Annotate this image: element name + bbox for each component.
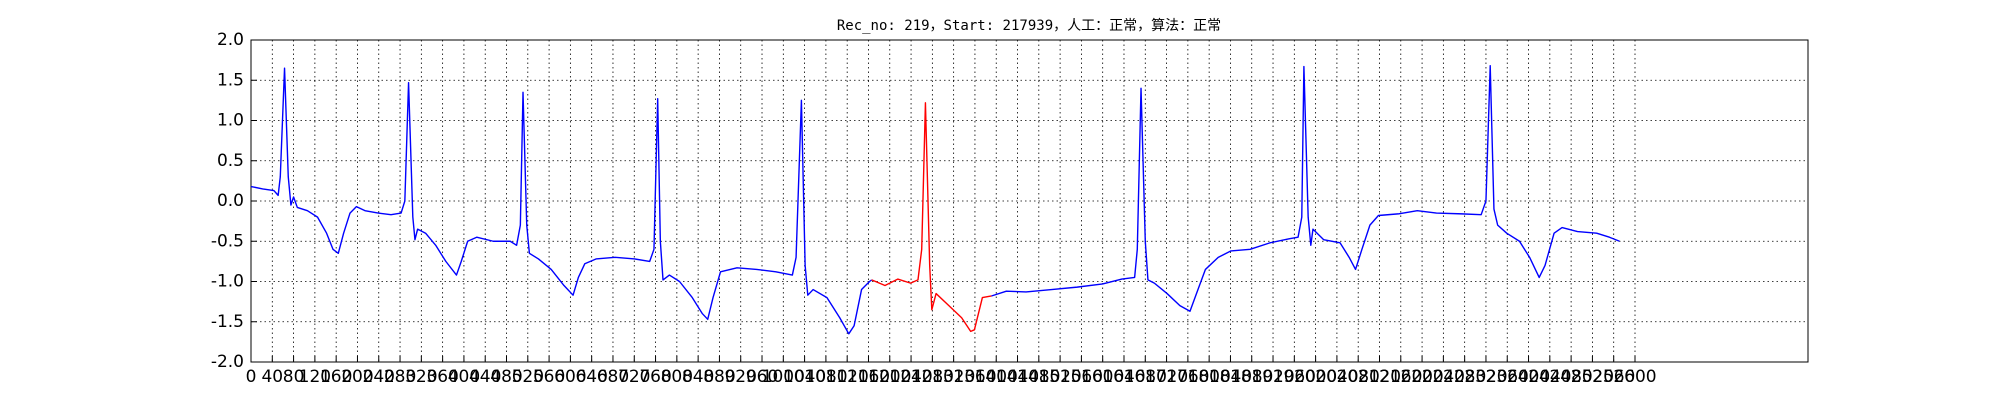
- x-tick-label: 1880: [1230, 367, 1273, 387]
- x-tick-label: 2560: [1592, 367, 1635, 387]
- x-tick-label: 520: [512, 367, 544, 387]
- x-tick-label: 360: [426, 367, 458, 387]
- x-tick-label: 40: [261, 367, 283, 387]
- x-tick-label: 280: [384, 367, 416, 387]
- x-tick-label: 400: [448, 367, 480, 387]
- x-tick-label: 2240: [1422, 367, 1465, 387]
- y-tick-label: -0.5: [211, 231, 244, 251]
- x-tick-label: 1760: [1166, 367, 1209, 387]
- x-tick-label: 720: [618, 367, 650, 387]
- plot-frame: [250, 39, 1809, 363]
- x-tick-label: 1360: [953, 367, 996, 387]
- y-tick-label: 0.5: [217, 151, 244, 171]
- x-tick-label: 480: [490, 367, 522, 387]
- x-tick-label: 800: [661, 367, 693, 387]
- x-tick-label: 440: [469, 367, 501, 387]
- x-tick-label: 2200: [1400, 367, 1443, 387]
- x-tick-label: 1520: [1038, 367, 1081, 387]
- x-tick-label: 1160: [847, 367, 890, 387]
- y-tick-label: 0.0: [217, 191, 244, 211]
- y-tick-label: 1.5: [217, 70, 244, 90]
- x-tick-label: 1240: [889, 367, 932, 387]
- y-tick-label: 1.0: [217, 111, 244, 131]
- x-tick-label: 1040: [783, 367, 826, 387]
- x-tick-label: 2040: [1315, 367, 1358, 387]
- x-tick-label: 1720: [1145, 367, 1188, 387]
- x-tick-label: 2360: [1486, 367, 1529, 387]
- x-tick-label: 160: [320, 367, 352, 387]
- x-tick-label: 80: [283, 367, 305, 387]
- x-tick-label: 1800: [1188, 367, 1231, 387]
- x-tick-label: 120: [299, 367, 331, 387]
- x-tick-label: 2120: [1358, 367, 1401, 387]
- x-tick-label: 2320: [1464, 367, 1507, 387]
- x-tick-label: 680: [597, 367, 629, 387]
- x-tick-label: 640: [575, 367, 607, 387]
- x-tick-label: 2520: [1571, 367, 1614, 387]
- x-tick-label: 1640: [1102, 367, 1145, 387]
- x-tick-label: 320: [405, 367, 437, 387]
- x-tick-label: 1200: [868, 367, 911, 387]
- x-tick-label: 2160: [1379, 367, 1422, 387]
- x-tick-label: 1920: [1251, 367, 1294, 387]
- x-tick-label: 600: [554, 367, 586, 387]
- x-tick-label: 1480: [1017, 367, 1060, 387]
- x-tick-label: 840: [682, 367, 714, 387]
- x-tick-label: 1120: [826, 367, 869, 387]
- chart-title: Rec_no: 219，Start: 217939，人工：正常，算法：正常: [837, 18, 1221, 34]
- y-tick-label: -1.0: [211, 272, 244, 292]
- ecg-line: [250, 65, 1620, 335]
- x-tick-label: 1280: [911, 367, 954, 387]
- x-tick-label: 560: [533, 367, 565, 387]
- y-tick-label: -2.0: [211, 352, 244, 372]
- x-tick-label: 1680: [1124, 367, 1167, 387]
- x-tick-label: 1560: [1060, 367, 1103, 387]
- x-tick-label: 1400: [975, 367, 1018, 387]
- x-tick-label: 1600: [1081, 367, 1124, 387]
- x-tick-label: 960: [746, 367, 778, 387]
- y-tick-label: 2.0: [217, 30, 244, 50]
- x-tick-label: 880: [703, 367, 735, 387]
- x-tick-label: 1840: [1209, 367, 1252, 387]
- x-tick-label: 760: [639, 367, 671, 387]
- x-tick-label: 2280: [1443, 367, 1486, 387]
- x-tick-label: 2000: [1294, 367, 1337, 387]
- x-tick-label: 920: [724, 367, 756, 387]
- x-tick-label: 2400: [1507, 367, 1550, 387]
- y-tick-label: -1.5: [211, 312, 244, 332]
- x-tick-label: 0: [246, 367, 257, 387]
- x-tick-label: 1440: [996, 367, 1039, 387]
- x-tick-label: 2080: [1337, 367, 1380, 387]
- ecg-line: [871, 102, 992, 333]
- x-tick-label: 1960: [1273, 367, 1316, 387]
- x-tick-label: 1080: [804, 367, 847, 387]
- x-tick-label: 2480: [1549, 367, 1592, 387]
- x-tick-label: 1320: [932, 367, 975, 387]
- x-tick-label: 200: [341, 367, 373, 387]
- x-tick-label: 1000: [762, 367, 805, 387]
- x-tick-label: 240: [363, 367, 395, 387]
- x-tick-label: 2600: [1613, 367, 1656, 387]
- x-tick-label: 2440: [1528, 367, 1571, 387]
